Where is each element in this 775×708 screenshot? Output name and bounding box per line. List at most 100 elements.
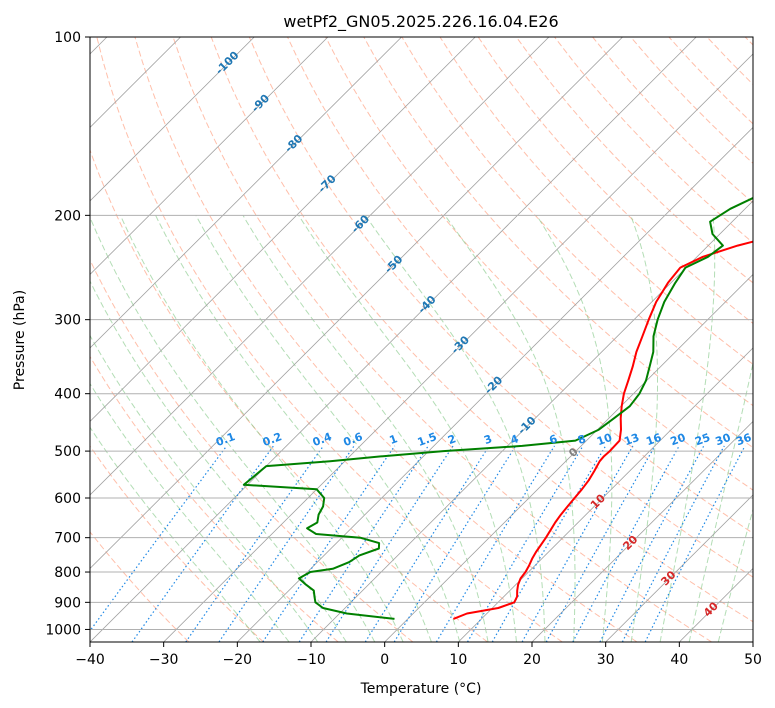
moist-adiabat [90, 334, 319, 642]
x-tick-label: 20 [523, 652, 541, 668]
moist-adiabat [90, 215, 376, 642]
isotherm [90, 37, 697, 642]
dry-adiabat [172, 37, 712, 642]
dry-adiabat [90, 355, 339, 642]
mixing-ratio-label: 0.1 [214, 430, 237, 449]
mixing-ratio-label: 20 [669, 431, 688, 449]
chart-title: wetPf2_GN05.2025.226.16.04.E26 [283, 12, 558, 32]
moist-adiabat [195, 215, 461, 642]
x-tick-label: 50 [744, 652, 762, 668]
axes: −40 −30 −20 −10 0 10 20 30 40 5010020030040050060… [45, 30, 762, 668]
isotherm [90, 37, 623, 570]
dry-adiabat [439, 37, 753, 365]
y-tick-label: 100 [54, 30, 81, 46]
moist-adiabat [536, 215, 613, 642]
mixing-ratio-label: 30 [714, 431, 733, 449]
mixing-ratio-label: 8 [576, 432, 588, 447]
x-tick-label: −40 [75, 652, 105, 668]
isotherm [90, 37, 255, 202]
mixing-ratio-line [393, 445, 517, 642]
x-tick-label: −30 [149, 652, 179, 668]
isotherm [384, 273, 753, 642]
mixing-ratio-label: 13 [622, 431, 641, 448]
x-tick-label: −10 [296, 652, 326, 668]
moist-adiabat [364, 215, 546, 642]
mixing-ratio-label: 1 [388, 432, 400, 447]
x-tick-label: 40 [670, 652, 688, 668]
y-tick-label: 700 [54, 531, 81, 547]
mixing-ratio-line [621, 445, 725, 642]
sounding-traces [242, 196, 753, 620]
background-lines [90, 37, 753, 642]
moist-adiabat [90, 426, 261, 642]
moist-adiabat [630, 215, 658, 642]
y-tick-label: 200 [54, 208, 81, 224]
y-axis-label: Pressure (hPa) [12, 290, 28, 390]
mixing-ratio-line [218, 445, 355, 642]
dry-adiabat [287, 37, 753, 534]
x-axis-label: Temperature (°C) [360, 681, 482, 697]
x-tick-label: −20 [223, 652, 253, 668]
dewpoint-line [242, 196, 753, 620]
mixing-ratio-label: 0.6 [342, 430, 365, 449]
mixing-ratio-label: 3 [482, 432, 494, 447]
mixing-ratio-label: 2 [446, 432, 458, 447]
x-tick-label: 0 [380, 652, 389, 668]
isotherm [90, 37, 476, 423]
isotherm [458, 347, 753, 642]
mixing-ratio-label: 16 [644, 431, 663, 449]
isotherm [163, 53, 753, 642]
mixing-ratio-line [262, 445, 396, 642]
dry-adiabat [515, 37, 753, 284]
moist-adiabat [155, 215, 432, 642]
temperature-line [453, 240, 753, 620]
isotherm [237, 126, 753, 642]
moist-adiabat [119, 215, 404, 642]
moist-adiabat [717, 507, 753, 642]
mixing-ratio-label: 6 [547, 432, 559, 447]
y-tick-label: 1000 [45, 622, 81, 638]
x-tick-label: 10 [449, 652, 467, 668]
mixing-ratio-line [545, 445, 656, 642]
mixing-ratio-line [466, 445, 584, 642]
dry-adiabat [90, 531, 190, 642]
dry-adiabat [90, 445, 264, 642]
mixing-ratio-label: 10 [595, 431, 614, 449]
mixing-ratio-line [521, 445, 634, 642]
moist-adiabat [90, 280, 347, 642]
mixing-ratio-line [185, 445, 324, 642]
moist-adiabat [444, 215, 576, 642]
isotherm [90, 37, 550, 496]
isotherm [310, 200, 753, 642]
plot-frame [89, 36, 754, 643]
isotherm [605, 494, 753, 642]
mixing-ratio-label: 4 [509, 432, 521, 447]
y-tick-label: 600 [54, 491, 81, 507]
mixing-ratio-label: 0.4 [311, 430, 334, 449]
moist-adiabat [298, 215, 517, 642]
y-tick-label: 300 [54, 313, 81, 329]
mixing-ratio-line [644, 445, 746, 642]
plot-area [90, 37, 753, 642]
moist-adiabat [659, 215, 716, 642]
mixing-ratio-label: 1.5 [416, 430, 439, 449]
mixing-ratio-line [435, 445, 556, 642]
mixing-ratio-line [298, 445, 429, 642]
y-tick-label: 500 [54, 444, 81, 460]
isotherm [90, 37, 402, 349]
mixing-ratio-line [131, 445, 274, 642]
y-tick-label: 800 [54, 565, 81, 581]
dry-adiabat [90, 148, 488, 642]
y-tick-label: 400 [54, 387, 81, 403]
dry-adiabat [401, 37, 753, 407]
pressure-grid [90, 37, 753, 630]
x-tick-label: 30 [597, 652, 615, 668]
dry-adiabat [210, 37, 753, 623]
moist-adiabat [688, 360, 753, 642]
mixing-ratio-label: 36 [734, 431, 753, 449]
dry-adiabat [96, 37, 563, 642]
mixing-ratio-label: 25 [693, 431, 712, 448]
isotherm [531, 420, 753, 642]
mixing-ratio-line [325, 445, 454, 642]
dry-adiabat [248, 37, 753, 578]
